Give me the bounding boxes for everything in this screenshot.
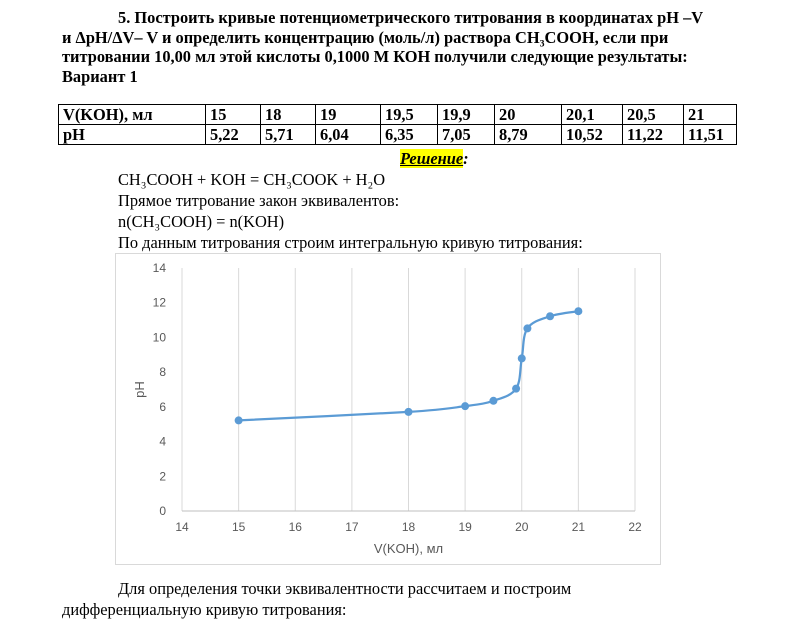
table-header-ph: pH (58, 124, 206, 145)
equivalence-equality: n(CH₃COOH) = n(KOH) (118, 212, 285, 231)
x-tick-label: 22 (628, 520, 642, 534)
x-axis-title: V(KOH), мл (374, 541, 443, 556)
y-tick-label: 0 (159, 504, 166, 518)
table-cell: 7,05 (437, 124, 495, 145)
y-tick-label: 4 (159, 435, 166, 449)
table-cell: 6,35 (380, 124, 438, 145)
y-tick-label: 6 (159, 400, 166, 414)
y-tick-label: 2 (159, 469, 166, 483)
data-point (512, 384, 521, 393)
y-axis-title: pH (132, 381, 147, 398)
solution-heading: Решение: (400, 149, 469, 169)
data-point (517, 354, 526, 363)
data-point (234, 416, 243, 425)
table-cell: 20,5 (622, 104, 684, 125)
y-tick-label: 10 (153, 330, 167, 344)
problem-line-1: 5. Построить кривые потенциометрического… (118, 8, 704, 27)
solution-title: Решение (400, 149, 464, 168)
data-point (523, 324, 532, 333)
table-cell: 19,5 (380, 104, 438, 125)
bottom-line-1: Для определения точки эквивалентности ра… (118, 579, 572, 598)
data-point (489, 396, 498, 405)
problem-line-2: и ΔpH/ΔV– V и определить концентрацию (м… (62, 27, 669, 47)
table-cell: 11,22 (622, 124, 684, 145)
x-tick-label: 16 (289, 520, 303, 534)
y-tick-label: 14 (153, 261, 167, 275)
table-cell: 15 (205, 104, 261, 125)
data-point (546, 312, 555, 321)
bottom-text: Для определения точки эквивалентности ра… (62, 578, 742, 620)
data-point (574, 307, 583, 316)
x-tick-label: 20 (515, 520, 529, 534)
table-row-volume: V(KOH), мл 15 18 19 19,5 19,9 20 20,1 20… (58, 104, 737, 125)
data-point (404, 407, 413, 416)
table-cell: 11,51 (683, 124, 737, 145)
solution-colon: : (463, 149, 469, 168)
table-cell: 8,79 (494, 124, 562, 145)
problem-line-3: титровании 10,00 мл этой кислоты 0,1000 … (62, 47, 688, 66)
build-curve-text: По данным титрования строим интегральную… (118, 233, 583, 252)
series-line (238, 310, 579, 422)
table-cell: 20,1 (561, 104, 623, 125)
table-cell: 19,9 (437, 104, 495, 125)
table-header-volume: V(KOH), мл (58, 104, 206, 125)
table-cell: 5,71 (260, 124, 316, 145)
table-row-ph: pH 5,22 5,71 6,04 6,35 7,05 8,79 10,52 1… (58, 124, 737, 145)
variant-label: Вариант 1 (62, 66, 138, 86)
x-tick-label: 21 (572, 520, 586, 534)
x-tick-label: 17 (345, 520, 359, 534)
x-tick-label: 18 (402, 520, 416, 534)
y-tick-label: 12 (153, 296, 167, 310)
x-tick-label: 15 (232, 520, 246, 534)
x-tick-label: 19 (458, 520, 472, 534)
reaction-equation: CH₃COOH + KOH = CH₃COOK + H₂O (118, 170, 386, 189)
table-cell: 6,04 (315, 124, 381, 145)
equivalents-law: Прямое титрование закон эквивалентов: (118, 191, 400, 210)
titration-chart-svg: 14 15 16 17 18 19 20 21 22 0 2 4 6 8 10 12 14 V(KOH), мл p… (132, 261, 642, 556)
table-cell: 18 (260, 104, 316, 125)
table-cell: 5,22 (205, 124, 261, 145)
titration-data-table: V(KOH), мл 15 18 19 19,5 19,9 20 20,1 20… (58, 104, 737, 145)
data-point (461, 402, 470, 411)
bottom-line-2: дифференциальную кривую титрования: (62, 600, 347, 619)
titration-chart: 14 15 16 17 18 19 20 21 22 0 2 4 6 8 10 12 14 V(KOH), мл p… (115, 253, 661, 565)
table-cell: 21 (683, 104, 737, 125)
problem-statement: 5. Построить кривые потенциометрического… (62, 8, 762, 86)
table-cell: 19 (315, 104, 381, 125)
table-cell: 20 (494, 104, 562, 125)
y-tick-label: 8 (159, 365, 166, 379)
table-cell: 10,52 (561, 124, 623, 145)
x-tick-label: 14 (175, 520, 189, 534)
